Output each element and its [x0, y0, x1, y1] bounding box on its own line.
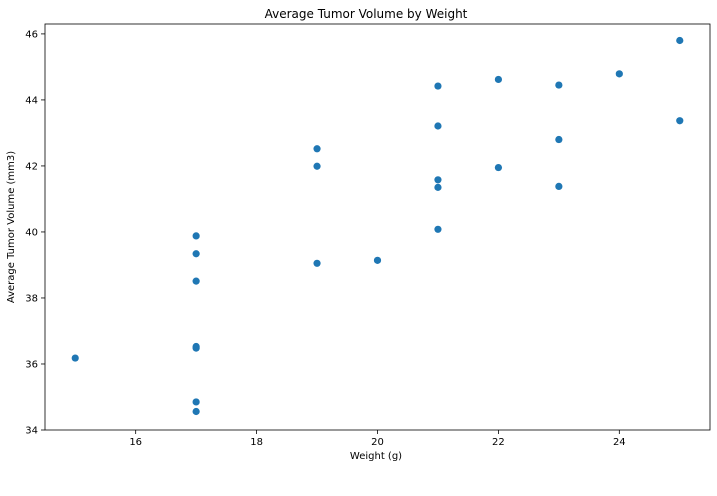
data-point [313, 162, 321, 170]
y-tick-label: 44 [25, 95, 38, 106]
data-point [615, 70, 623, 78]
data-point [555, 182, 563, 190]
x-tick-label: 16 [129, 437, 142, 448]
y-tick-label: 36 [25, 359, 38, 370]
data-point [192, 277, 200, 285]
data-point [192, 232, 200, 240]
data-point [494, 75, 503, 84]
data-point [192, 344, 200, 352]
x-tick-label: 20 [371, 437, 384, 448]
data-point [192, 407, 200, 416]
y-tick-label: 40 [25, 227, 38, 238]
y-tick-label: 38 [25, 293, 38, 304]
data-point [373, 256, 382, 264]
y-axis: 34 36 38 40 42 44 46 [25, 29, 45, 437]
data-point [434, 183, 442, 191]
data-point [313, 145, 321, 153]
data-points [71, 36, 684, 416]
data-point [313, 259, 321, 267]
data-point [71, 354, 79, 362]
data-point [192, 250, 200, 258]
x-axis-label: Weight (g) [350, 451, 402, 462]
chart-title: Average Tumor Volume by Weight [265, 7, 468, 21]
x-axis: 16 18 20 22 24 [129, 430, 626, 448]
y-tick-label: 46 [25, 29, 38, 40]
y-tick-label: 42 [25, 161, 38, 172]
data-point [494, 163, 503, 172]
y-axis-label: Average Tumor Volume (mm3) [6, 151, 17, 303]
data-point [434, 176, 442, 184]
data-point [676, 117, 684, 125]
data-point [555, 81, 563, 89]
data-point [555, 135, 563, 144]
x-tick-label: 18 [250, 437, 263, 448]
data-point [192, 398, 200, 406]
data-point [676, 36, 684, 45]
data-point [434, 82, 442, 90]
y-tick-label: 34 [25, 426, 38, 437]
plot-area [44, 23, 711, 431]
data-point [434, 122, 442, 130]
x-tick-label: 24 [613, 437, 626, 448]
data-point [434, 225, 442, 233]
x-tick-label: 22 [492, 437, 505, 448]
